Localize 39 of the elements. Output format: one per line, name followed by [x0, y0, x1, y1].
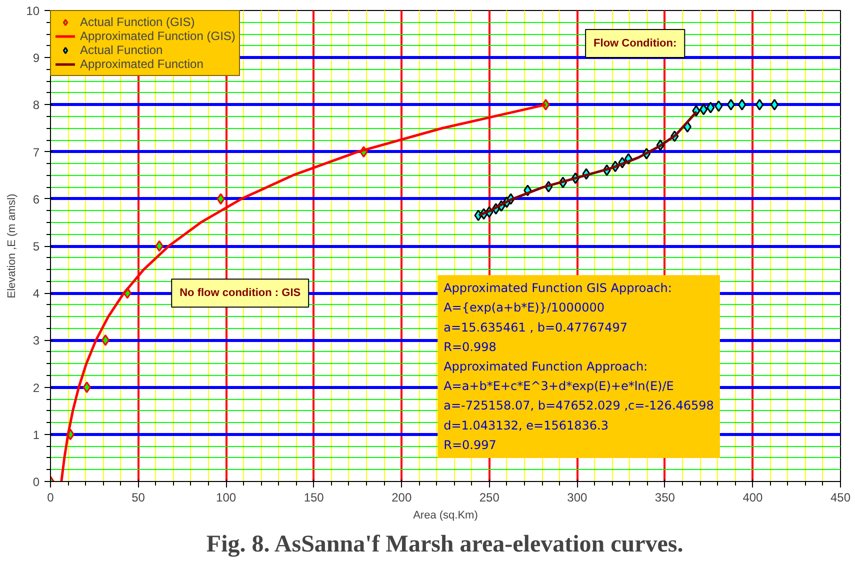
y-tick-label: 3: [32, 334, 40, 348]
annotation: Flow Condition:: [594, 37, 677, 50]
annotation: A={exp(a+b*E)}/1000000: [444, 300, 604, 315]
y-tick-label: 8: [32, 98, 40, 112]
annotation: R=0.997: [444, 438, 496, 452]
y-tick-label: 9: [32, 51, 40, 66]
legend-label: Approximated Function: [80, 57, 204, 71]
x-tick-label: 400: [742, 490, 764, 504]
annotation: a=-725158.07, b=47652.029 ,c=-126.46598: [444, 398, 714, 413]
y-tick-label: 1: [32, 428, 40, 442]
x-tick-label: 0: [47, 490, 54, 504]
legend-label: Approximated Function (GIS): [80, 29, 236, 43]
text: Fig. 8. AsSanna'f Marsh area-elevation curves.: [206, 532, 684, 558]
y-tick-label: 7: [32, 145, 40, 160]
legend-label: Actual Function (GIS): [80, 15, 195, 29]
legend-label: Actual Function: [80, 43, 163, 57]
annotation: d=1.043132, e=1561836.3: [444, 418, 608, 432]
x-tick-label: 150: [304, 490, 324, 504]
y-tick-label: 5: [32, 240, 40, 254]
x-tick-label: 300: [567, 490, 588, 504]
y-tick-label: 0: [32, 475, 40, 489]
annotation: Approximated Function GIS Approach:: [444, 281, 672, 296]
x-tick-label: 350: [654, 490, 676, 504]
y-tick-label: 2: [32, 380, 40, 395]
x-axis-title: Area (sq.Km): [413, 510, 478, 522]
y-tick-label: 10: [26, 4, 40, 18]
annotation: R=0.998: [444, 340, 496, 354]
y-tick-label: 4: [32, 286, 40, 301]
y-tick-label: 6: [32, 192, 40, 206]
x-tick-label: 200: [392, 490, 412, 504]
annotation: a=15.635461 , b=0.47767497: [444, 320, 628, 334]
y-axis-title: Elevation ,E (m amsl): [6, 194, 18, 298]
annotation: Approximated Function Approach:: [444, 360, 648, 374]
annotation: No flow condition : GIS: [180, 287, 301, 300]
x-tick-label: 250: [479, 490, 500, 504]
x-tick-label: 50: [132, 490, 146, 504]
x-tick-label: 100: [216, 490, 236, 504]
x-tick-label: 450: [830, 490, 851, 504]
annotation: A=a+b*E+c*E^3+d*exp(E)+e*ln(E)/E: [444, 379, 674, 394]
